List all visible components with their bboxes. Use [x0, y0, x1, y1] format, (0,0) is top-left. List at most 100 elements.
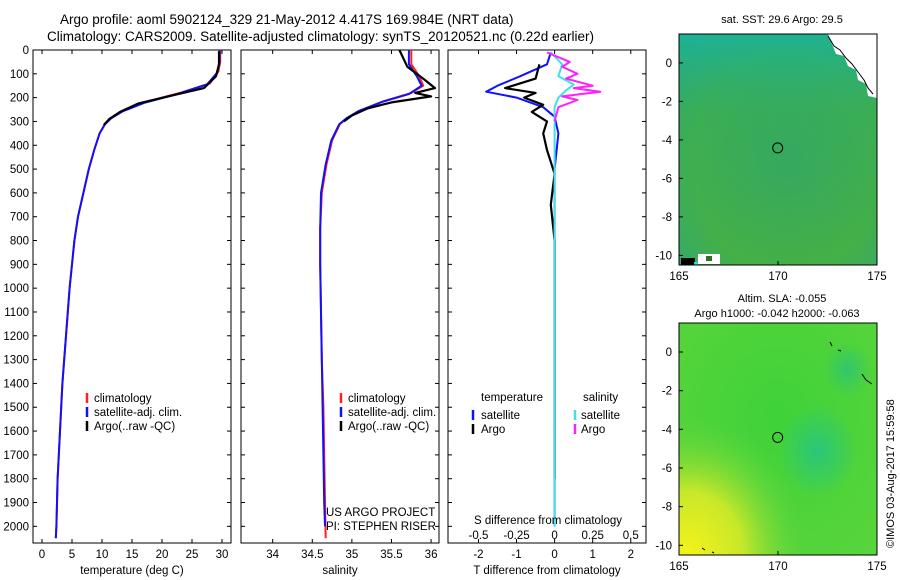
- sla_map-subtitle: Argo h1000: -0.042 h2000: -0.063: [694, 308, 859, 320]
- depth-tick-label: 1100: [4, 307, 29, 319]
- temperature-legend-label: Argo(..raw -QC): [94, 421, 175, 433]
- temperature-xlabel: temperature (deg C): [80, 565, 184, 577]
- salinity-legend-label: satellite-adj. clim.: [348, 407, 436, 419]
- sla_map-xtick-label: 175: [867, 561, 886, 573]
- depth-tick-label: 1900: [3, 498, 29, 510]
- temperature-profile-panel: 0 5 10 15 20 25 300100200300400500600700800900…: [3, 45, 232, 577]
- sst-map-land-patch: [706, 256, 712, 261]
- salinity-xtick-label: 34.5: [301, 549, 323, 561]
- figure-title-line1: Argo profile: aoml 5902124_329 21-May-20…: [60, 12, 514, 27]
- differences-xtick-label: 0: [551, 549, 557, 561]
- sla_map-xtick-label: 170: [768, 561, 787, 573]
- diff-legend-label: Argo: [581, 424, 605, 436]
- salinity-series-line: [319, 50, 423, 527]
- sla_map-ytick-label: -2: [662, 386, 672, 398]
- depth-tick-label: 800: [10, 236, 29, 248]
- diff-legend-title: temperature: [481, 392, 543, 404]
- sst-map-cold-patch: [694, 262, 698, 265]
- sla_map-ytick-label: -4: [662, 424, 673, 436]
- depth-tick-label: 1500: [3, 402, 29, 414]
- sst_map-ytick-label: -6: [662, 173, 672, 185]
- salinity-xtick-label: 35: [345, 549, 358, 561]
- sst_map-title: sat. SST: 29.6 Argo: 29.5: [721, 14, 843, 26]
- sla-map-low-anomaly: [679, 323, 877, 555]
- diff-x2label: S difference from climatology: [474, 515, 622, 527]
- figure-title-line2: Climatology: CARS2009. Satellite-adjuste…: [47, 29, 594, 44]
- sla_map-ytick-label: -8: [662, 502, 672, 514]
- temperature-xtick-label: 10: [96, 549, 109, 561]
- differences-xtick-label: -1: [511, 549, 521, 561]
- depth-tick-label: 700: [10, 212, 29, 224]
- depth-tick-label: 2000: [3, 521, 29, 533]
- differences-xlabel: T difference from climatology: [473, 565, 620, 577]
- salinity-series-line: [343, 49, 437, 123]
- temperature-plot-frame: [32, 49, 232, 544]
- depth-tick-label: 1300: [3, 355, 29, 367]
- temperature-xtick-label: 20: [156, 549, 169, 561]
- diff-x2tick-label: 0.5: [623, 530, 639, 542]
- sst_map-xtick-label: 175: [867, 271, 886, 283]
- diff-legend-title: salinity: [583, 392, 618, 404]
- sst_map-ytick-label: -8: [662, 212, 672, 224]
- sst_map-ytick-label: -2: [662, 96, 672, 108]
- diff-x2tick-label: 0.25: [581, 530, 603, 542]
- sla-map-coastline: [829, 341, 873, 385]
- differences-series-line: [550, 51, 575, 527]
- sla_map-ytick-label: 0: [666, 347, 672, 359]
- differences-xtick-label: -2: [473, 549, 483, 561]
- sla-map-panel: 165 170 175 0 -2 -4 -6 -8 -10 Altim. SLA: -0.055 A…: [655, 293, 886, 573]
- sla_map-ytick-label: -10: [655, 540, 672, 552]
- depth-tick-label: 1700: [3, 450, 29, 462]
- temperature-xtick-label: 30: [216, 549, 229, 561]
- diff-x2tick-label: -0.5: [469, 530, 489, 542]
- temperature-legend-label: climatology: [94, 393, 152, 405]
- depth-tick-label: 400: [10, 140, 29, 152]
- sst_map-ytick-label: -4: [662, 135, 673, 147]
- sla_map-xtick-label: 165: [669, 561, 688, 573]
- diff-legend-label: satellite: [581, 410, 620, 422]
- sst_map-xtick-label: 170: [768, 271, 787, 283]
- salinity-profile-panel: 34 34.5 35 35.5 36 salinity climatology satelli…: [240, 49, 440, 577]
- project-annotation: US ARGO PROJECT: [326, 507, 435, 519]
- differences-xtick-label: 1: [589, 549, 595, 561]
- depth-tick-label: 1400: [3, 378, 29, 390]
- sst-map-coastline: [827, 35, 874, 95]
- temperature-legend-label: satellite-adj. clim.: [94, 407, 182, 419]
- sla_map-argo-location-marker: [772, 431, 784, 443]
- salinity-legend-label: Argo(..raw -QC): [348, 421, 429, 433]
- depth-tick-label: 300: [10, 116, 29, 128]
- salinity-legend-label: climatology: [348, 393, 406, 405]
- project-annotation: PI: STEPHEN RISER: [326, 521, 436, 533]
- sst_map-ytick-label: -10: [655, 250, 672, 262]
- depth-tick-label: 0: [23, 45, 29, 57]
- sla-map-coastline: [701, 547, 715, 554]
- depth-tick-label: 200: [10, 93, 29, 105]
- salinity-xtick-label: 35.5: [380, 549, 402, 561]
- salinity-xtick-label: 36: [425, 549, 438, 561]
- timestamp-label: ©IMOS 03-Aug-2017 15:59:58: [885, 399, 897, 548]
- diff-x2tick-label: -0.25: [503, 530, 529, 542]
- depth-tick-label: 600: [10, 188, 29, 200]
- sst-map-warm-edge: [679, 34, 877, 265]
- depth-tick-label: 1600: [3, 426, 29, 438]
- sla_map-title: Altim. SLA: -0.055: [738, 293, 827, 305]
- differences-plot-frame: [447, 49, 647, 544]
- depth-tick-label: 1000: [3, 283, 29, 295]
- temperature-xtick-label: 5: [69, 549, 75, 561]
- sst_map-ytick-label: 0: [666, 58, 672, 70]
- diff-legend-label: Argo: [481, 424, 505, 436]
- differences-xtick-label: 2: [628, 549, 634, 561]
- salinity-xlabel: salinity: [322, 565, 357, 577]
- sst_map-xtick-label: 165: [669, 271, 688, 283]
- diff-legend-label: satellite: [481, 410, 520, 422]
- differences-series-line: [546, 51, 602, 122]
- sst-map-panel: 165 170 175 0 -2 -4 -6 -8 -10 sat. SST: 29.6 Argo…: [655, 14, 886, 283]
- temperature-xtick-label: 15: [126, 549, 139, 561]
- difference-profile-panel: -2 -1 0 1 2 T difference from climatology S di…: [447, 49, 647, 577]
- sst-map-land-patch: [681, 258, 695, 265]
- temperature-xtick-label: 25: [186, 549, 199, 561]
- depth-tick-label: 100: [10, 69, 29, 81]
- sst_map-argo-location-marker: [772, 142, 784, 154]
- salinity-xtick-label: 34: [266, 549, 279, 561]
